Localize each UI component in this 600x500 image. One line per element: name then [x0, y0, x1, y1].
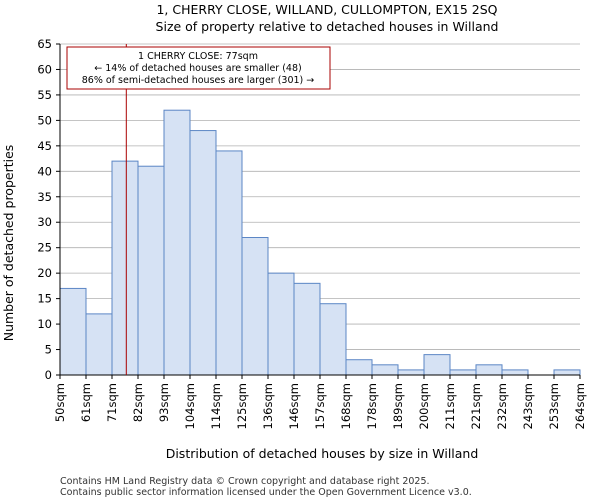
- bar: [397, 369, 425, 376]
- x-tick-label: 71sqm: [105, 383, 119, 422]
- footer-line-1: Contains HM Land Registry data © Crown c…: [60, 476, 430, 487]
- bar: [137, 165, 165, 376]
- annotation-line-3: 86% of semi-detached houses are larger (…: [82, 75, 315, 86]
- bars: [59, 109, 581, 376]
- bar: [189, 130, 217, 376]
- x-tick-label: 189sqm: [391, 383, 405, 429]
- x-tick-label: 136sqm: [261, 383, 275, 429]
- x-tick-label: 50sqm: [53, 383, 67, 422]
- y-tick-label: 20: [37, 266, 52, 280]
- y-tick-label: 40: [37, 164, 52, 178]
- x-tick-label: 114sqm: [209, 383, 223, 429]
- x-ticks: 50sqm 61sqm 71sqm 82sqm 93sqm 104sqm 114sqm 125…: [53, 375, 587, 429]
- x-tick-label: 178sqm: [365, 383, 379, 429]
- y-tick-label: 60: [37, 62, 52, 76]
- bar: [267, 272, 295, 376]
- y-tick-label: 35: [37, 190, 52, 204]
- x-tick-label: 211sqm: [443, 383, 457, 429]
- bar: [501, 369, 529, 376]
- bar: [59, 287, 87, 376]
- bar: [111, 160, 139, 376]
- x-axis-label: Distribution of detached houses by size …: [166, 446, 479, 461]
- x-tick-label: 104sqm: [183, 383, 197, 429]
- y-tick-label: 55: [37, 88, 52, 102]
- y-tick-label: 10: [37, 317, 52, 331]
- bar: [163, 109, 191, 376]
- bar: [371, 364, 399, 376]
- y-tick-label: 65: [37, 37, 52, 51]
- x-tick-label: 146sqm: [287, 383, 301, 429]
- y-axis-label: Number of detached properties: [1, 145, 16, 342]
- x-tick-label: 232sqm: [495, 383, 509, 429]
- annotation-line-1: 1 CHERRY CLOSE: 77sqm: [138, 51, 258, 62]
- x-tick-label: 243sqm: [521, 383, 535, 429]
- x-tick-label: 264sqm: [573, 383, 587, 429]
- y-tick-label: 15: [37, 292, 52, 306]
- x-tick-label: 93sqm: [157, 383, 171, 422]
- bar: [85, 313, 113, 376]
- footer-line-2: Contains public sector information licen…: [60, 487, 472, 498]
- y-tick-label: 25: [37, 241, 52, 255]
- x-tick-label: 61sqm: [79, 383, 93, 422]
- bar: [241, 237, 269, 376]
- bar: [423, 354, 451, 376]
- chart-title: 1, CHERRY CLOSE, WILLAND, CULLOMPTON, EX…: [156, 2, 497, 17]
- x-tick-label: 168sqm: [339, 383, 353, 429]
- annotation-line-2: ← 14% of detached houses are smaller (48…: [94, 63, 301, 74]
- bar: [475, 364, 503, 376]
- x-tick-label: 221sqm: [469, 383, 483, 429]
- bar: [215, 150, 243, 376]
- bar: [553, 369, 581, 376]
- bar: [449, 369, 477, 376]
- y-tick-label: 30: [37, 215, 52, 229]
- annotation-frame: [66, 46, 331, 90]
- x-tick-label: 253sqm: [547, 383, 561, 429]
- x-tick-label: 125sqm: [235, 383, 249, 429]
- bar: [345, 359, 373, 376]
- y-tick-label: 5: [45, 343, 52, 357]
- y-ticks: 0 5 10 15 20 25 30 35 40 45 50 55 60 65: [37, 37, 60, 382]
- y-tick-label: 0: [45, 368, 52, 382]
- bar: [319, 303, 347, 376]
- annotation-box: 1 CHERRY CLOSE: 77sqm ← 14% of detached …: [66, 46, 331, 90]
- chart-subtitle: Size of property relative to detached ho…: [156, 19, 499, 34]
- y-tick-label: 50: [37, 113, 52, 127]
- x-tick-label: 157sqm: [313, 383, 327, 429]
- x-tick-label: 200sqm: [417, 383, 431, 429]
- y-tick-label: 45: [37, 139, 52, 153]
- bar: [293, 282, 321, 376]
- x-tick-label: 82sqm: [131, 383, 145, 422]
